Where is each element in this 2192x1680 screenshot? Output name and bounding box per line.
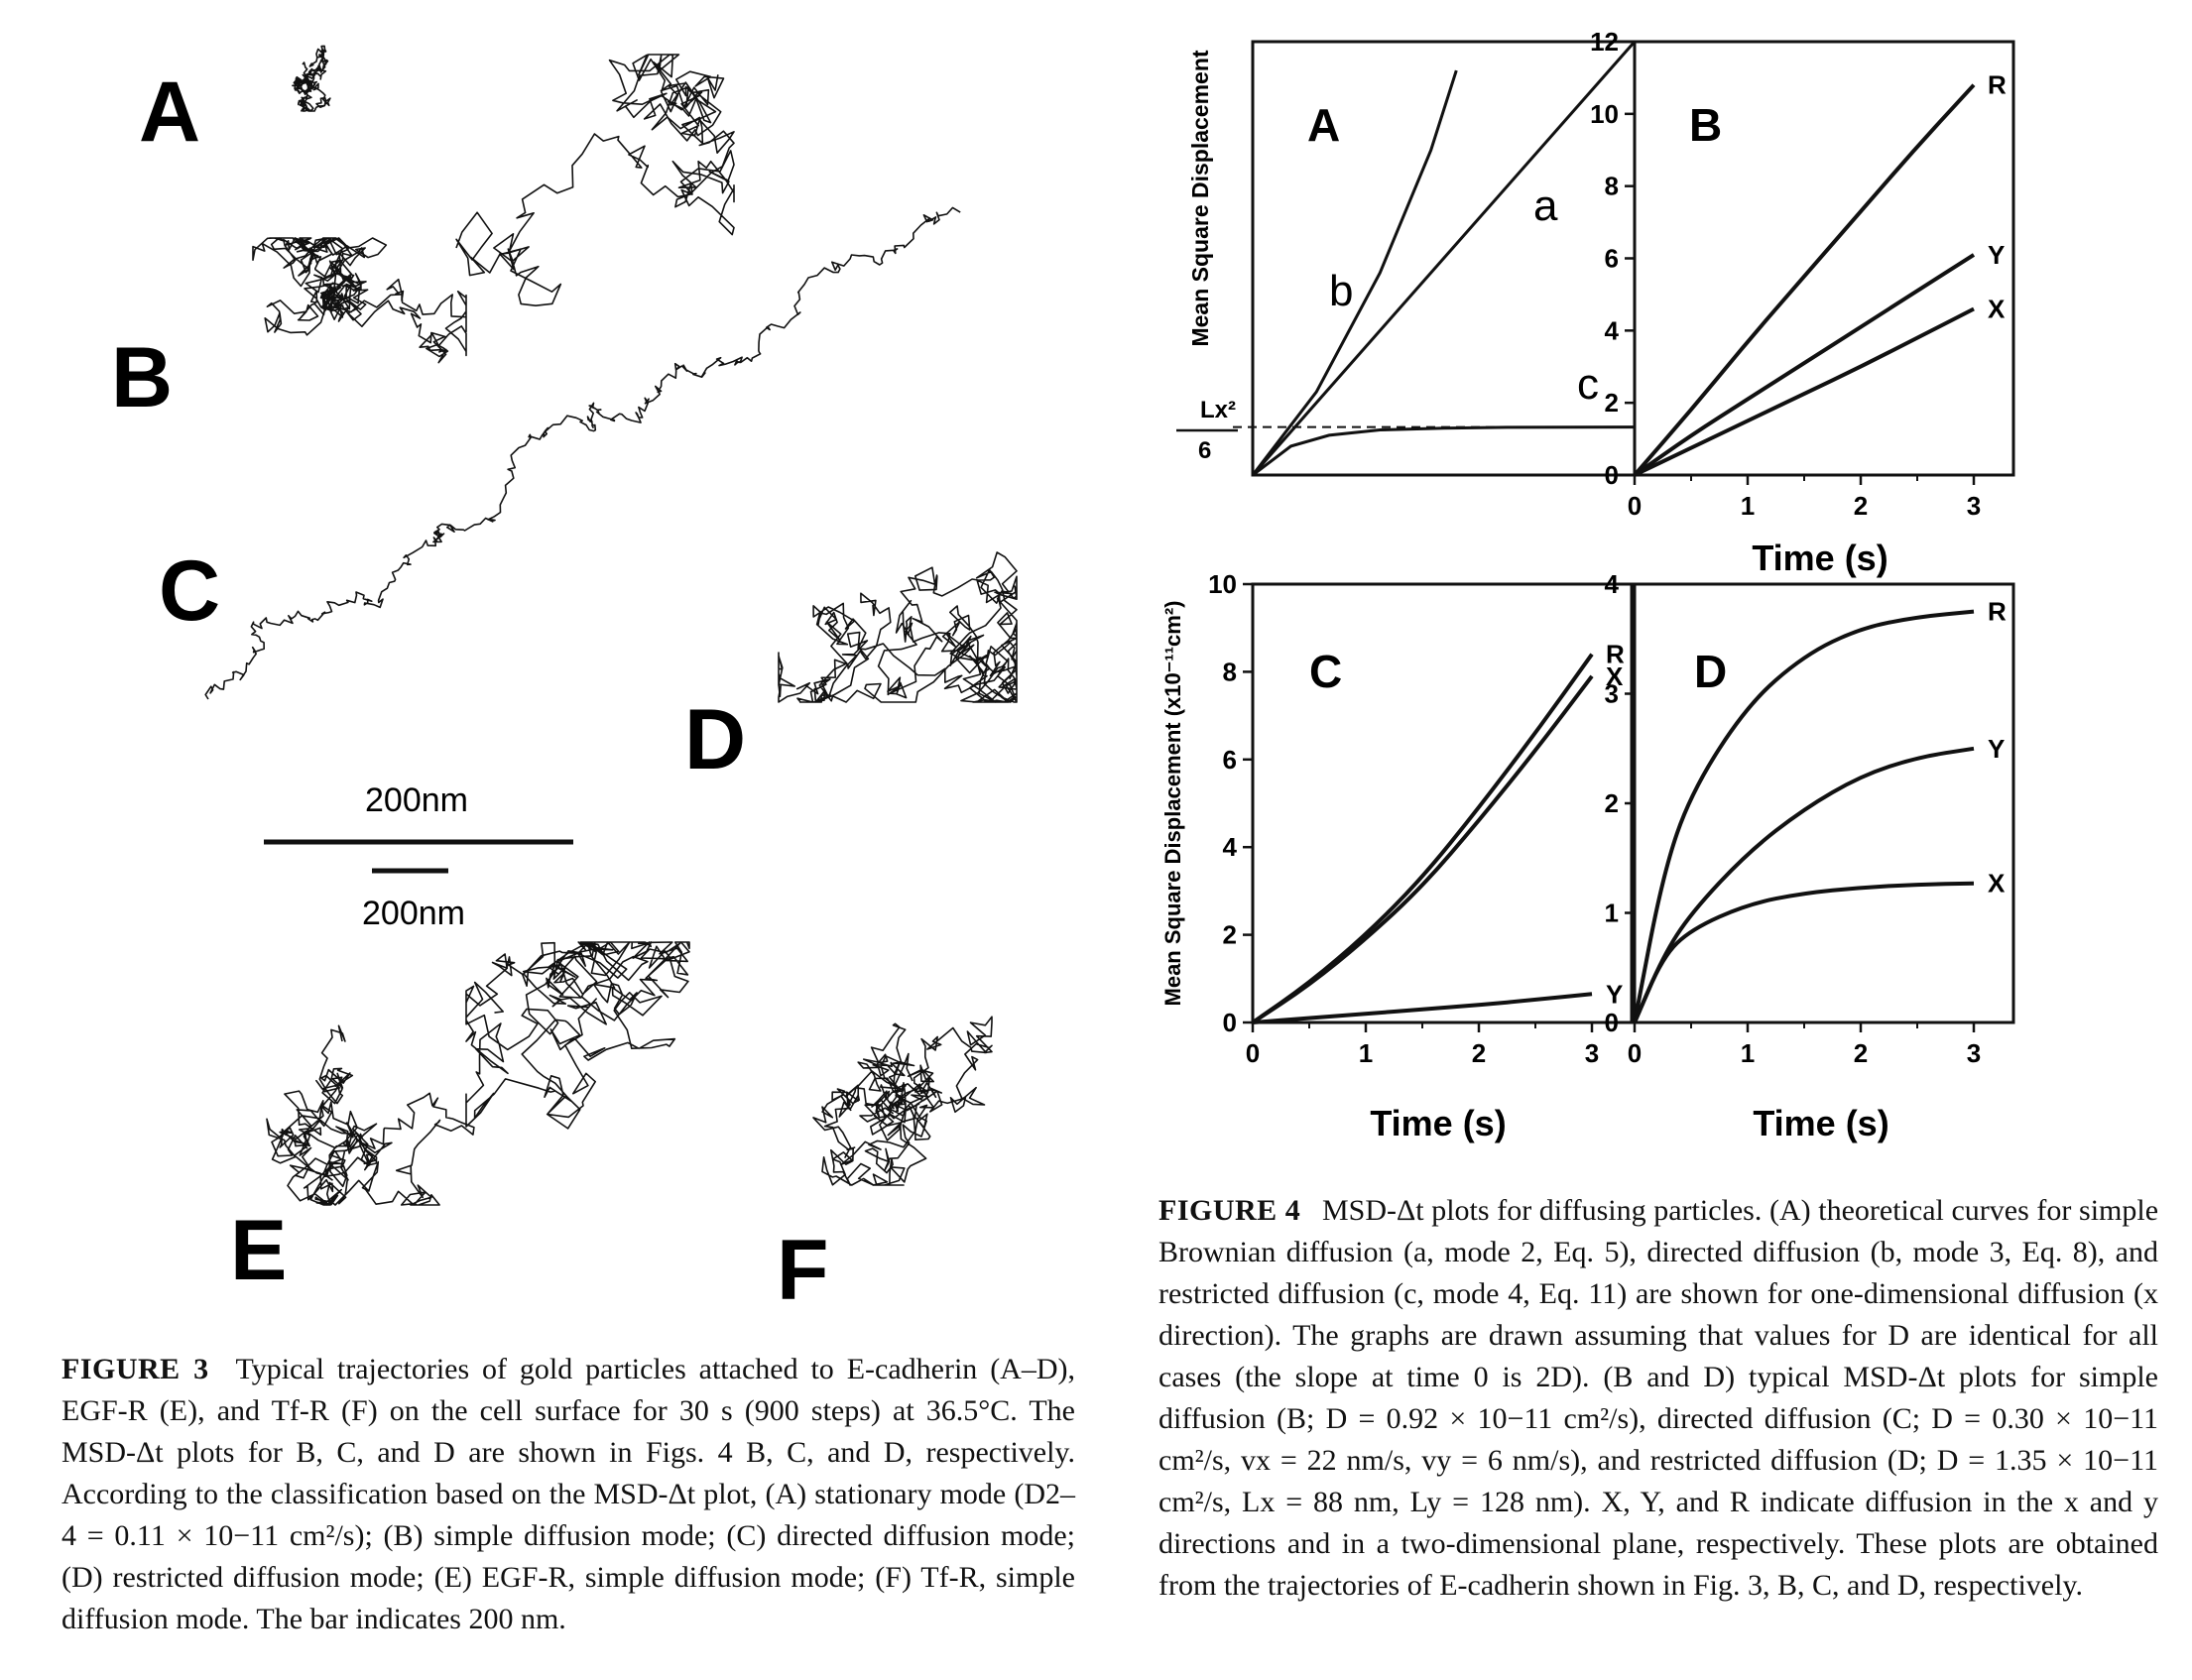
panel-d-frame: [1633, 582, 2015, 1024]
trajectory-e-right: [465, 941, 690, 1130]
series-label-y: Y: [1988, 240, 2005, 270]
panel-a-ylabel: Mean Square Displacement: [1187, 50, 1213, 346]
msd-series-r: [1633, 83, 1976, 477]
panel-d-label: D: [1694, 646, 1727, 697]
xtick-label: 0: [1628, 491, 1642, 521]
scalebar-label-top: 200nm: [365, 781, 468, 819]
xtick-label: 0: [1246, 1038, 1260, 1068]
ytick-label: 4: [1605, 315, 1620, 345]
xtick-label: 1: [1741, 491, 1755, 521]
figure-4: A Mean Square Displacement Lx² 6 b a c B…: [1121, 0, 2192, 1680]
trajectory-d: [778, 551, 1018, 703]
xtick-label: 1: [1741, 1038, 1755, 1068]
msd-series-r: [1633, 609, 1975, 1023]
ytick-label: 2: [1605, 388, 1619, 418]
ytick-label: 10: [1590, 99, 1619, 129]
ytick-label: 8: [1605, 172, 1619, 201]
xtick-label: 3: [1967, 491, 1981, 521]
series-label-r: R: [1988, 70, 2007, 100]
figure-3-label: FIGURE 3: [61, 1353, 209, 1385]
panel-label-c: C: [159, 543, 220, 639]
scalebar-label-bottom: 200nm: [362, 895, 465, 932]
msd-series-y: [1252, 992, 1593, 1024]
trajectory-b-cluster: [252, 237, 467, 364]
trajectory-f: [812, 1016, 993, 1186]
xtick-label: 2: [1854, 1038, 1868, 1068]
ytick-label: 8: [1223, 657, 1237, 686]
series-label-y: Y: [1988, 734, 2005, 764]
ytick-label: 4: [1223, 832, 1238, 862]
trajectory-c: [204, 206, 961, 700]
xtick-label: 1: [1359, 1038, 1373, 1068]
ytick-label: 10: [1208, 569, 1237, 599]
panel-c-label: C: [1309, 646, 1342, 697]
series-label-x: X: [1988, 869, 2006, 899]
msd-series-x: [1634, 306, 1975, 477]
figure-4-caption: FIGURE 4 MSD-Δt plots for diffusing part…: [1158, 1190, 2158, 1607]
ytick-label: 1: [1605, 899, 1619, 928]
msd-series-x: [1251, 674, 1594, 1024]
ytick-label: 3: [1605, 679, 1619, 709]
xtick-label: 0: [1628, 1038, 1642, 1068]
msd-curve-c: [1252, 425, 1636, 477]
trajectory-e-left: [266, 1024, 475, 1206]
msd-series-r: [1251, 653, 1594, 1024]
ytick-label: 0: [1223, 1008, 1237, 1037]
series-label-r: R: [1606, 640, 1625, 669]
ytick-label: 6: [1223, 745, 1237, 775]
curve-label-c: c: [1577, 360, 1599, 409]
figure-3-caption-body: (A–D), EGF-R (E), and Tf-R (F) on the ce…: [61, 1353, 1075, 1635]
xtick-label: 2: [1472, 1038, 1486, 1068]
msd-plots: A Mean Square Displacement Lx² 6 b a c B…: [1160, 27, 2015, 1143]
ytick-label: 12: [1590, 27, 1619, 57]
trajectory-panels: A B C D E F 200nm 200nm: [111, 45, 1018, 1318]
ytick-label: 6: [1605, 244, 1619, 274]
series-label-r: R: [1988, 597, 2007, 627]
curve-label-a: a: [1533, 181, 1558, 230]
figure-3: A B C D E F 200nm 200nm FIGURE 3 Typical…: [0, 0, 1091, 1680]
curve-label-b: b: [1329, 267, 1353, 315]
msd-curve-a: [1251, 41, 1637, 476]
msd-series-x: [1633, 881, 1975, 1023]
series-label-x: X: [1606, 661, 1624, 691]
msd-series-y: [1633, 253, 1976, 477]
panel-label-a: A: [139, 64, 200, 160]
panel-c-ylabel: Mean Square Displacement (x10⁻¹¹cm²): [1160, 601, 1185, 1007]
figure-3-caption: FIGURE 3 Typical trajectories of gold pa…: [61, 1349, 1075, 1640]
panel-label-b: B: [111, 330, 173, 425]
ytick-label: 4: [1605, 569, 1620, 599]
figure-4-label: FIGURE 4: [1158, 1194, 1301, 1227]
msd-curve-b: [1251, 69, 1458, 476]
xtick-label: 3: [1585, 1038, 1599, 1068]
trajectory-b-upper: [455, 54, 735, 306]
threshold-label-num: Lx²: [1200, 397, 1236, 423]
xtick-label: 3: [1967, 1038, 1981, 1068]
series-label-x: X: [1988, 294, 2006, 323]
panel-b-xlabel: Time (s): [1752, 538, 1888, 578]
panel-a-label: A: [1307, 99, 1340, 151]
panel-a-curves: [1233, 41, 1637, 477]
ytick-label: 2: [1605, 788, 1619, 818]
figure-4-caption-body: (A) theoretical curves for simple Browni…: [1158, 1194, 2159, 1602]
trajectory-group: [204, 45, 1018, 1206]
panel-d-plot: 0 1 2 3 4 0 1 2 3 R Y X: [1605, 569, 2007, 1068]
ytick-label: 0: [1605, 1008, 1619, 1037]
xtick-label: 2: [1854, 491, 1868, 521]
panel-label-f: F: [777, 1223, 829, 1318]
panel-c-xlabel: Time (s): [1370, 1103, 1506, 1143]
panel-b-label: B: [1689, 99, 1722, 151]
figure-4-title: MSD-Δt plots for diffusing particles.: [1321, 1194, 1763, 1227]
threshold-label-den: 6: [1198, 437, 1211, 464]
trajectory-a: [292, 45, 331, 112]
series-label-y: Y: [1606, 979, 1623, 1009]
ytick-label: 2: [1223, 920, 1237, 950]
panel-label-e: E: [230, 1203, 287, 1298]
figure-3-title: Typical trajectories of gold particles a…: [235, 1353, 978, 1385]
panel-d-xlabel: Time (s): [1753, 1103, 1888, 1143]
ytick-label: 0: [1605, 460, 1619, 490]
panel-label-d: D: [684, 692, 746, 787]
